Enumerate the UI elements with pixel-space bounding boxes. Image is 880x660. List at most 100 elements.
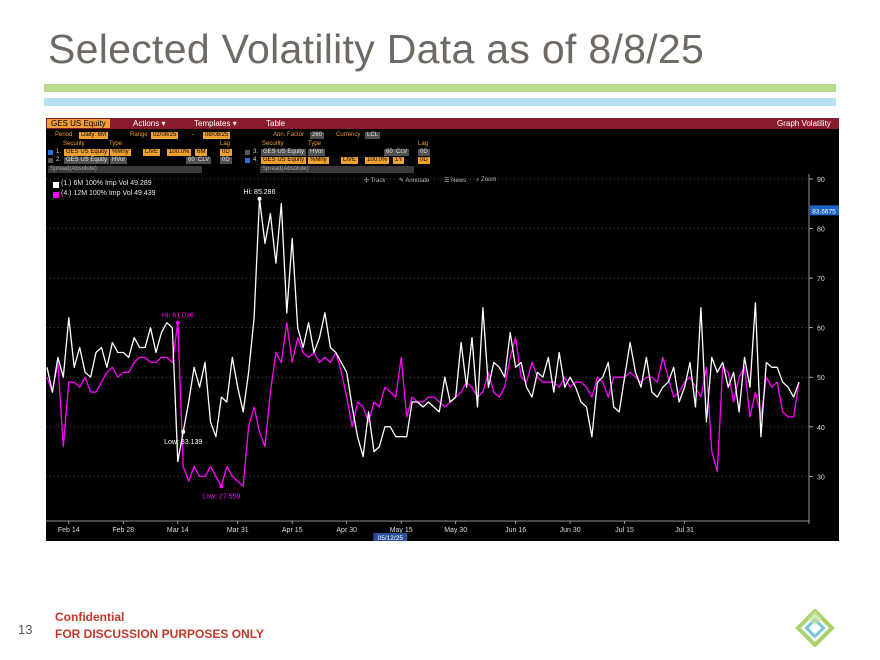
track-tool[interactable]: ✣ Track	[364, 178, 386, 184]
crosshair-date-box	[373, 533, 408, 541]
graph-title: Graph Volatility	[777, 119, 831, 128]
actions-menu[interactable]: Actions ▾	[133, 119, 166, 128]
accent-bar-blue	[44, 98, 836, 106]
range-end-input[interactable]: 08/08/25	[203, 132, 231, 139]
type-header-right: Type	[308, 141, 322, 147]
period-select[interactable]: Daily: 6M	[79, 132, 109, 139]
annotation-label: Low: 27.559	[202, 493, 240, 500]
x-tick-label: Mar 14	[167, 527, 189, 534]
news-icon: ☰	[444, 178, 450, 184]
x-tick-label: May 30	[444, 527, 467, 534]
x-tick-label: Feb 14	[58, 527, 80, 534]
currency-label: Currency	[336, 132, 361, 138]
legend-swatch-series2	[53, 192, 59, 198]
legend-series1: (1.) 6M 100% Imp Vol 49.289	[61, 180, 152, 187]
spread-right-select[interactable]: Spread(Absolute)	[260, 166, 414, 173]
row1-number: 1.	[56, 149, 62, 155]
last-price-tag-label: 83.6675	[812, 208, 836, 215]
row4-percent-input[interactable]: 100.0%	[365, 157, 390, 164]
type-header-left: Type	[109, 141, 123, 147]
legend-swatch-series1	[53, 182, 59, 188]
annotate-tool[interactable]: ✎ Annotate	[399, 178, 430, 184]
row1-lag-select[interactable]: 0D	[220, 149, 232, 156]
volatility-chart[interactable]: 30 40 50 60 70 80 90 Feb 14 Feb 28 Mar 14 Mar 31 Ap…	[46, 118, 839, 541]
row1-percent-input[interactable]: 100.0%	[167, 149, 192, 156]
y-tick-label-30: 30	[817, 474, 825, 481]
chevron-down-icon: ▾	[161, 119, 166, 128]
row3-checkbox[interactable]	[245, 150, 250, 155]
page-number: 13	[18, 622, 33, 637]
row3-security-input[interactable]: GES US Equity	[261, 149, 307, 156]
series-line-2	[46, 322, 800, 487]
security-header-right: Security	[262, 141, 284, 147]
row3-window-input[interactable]: 60	[384, 149, 395, 156]
currency-select[interactable]: LCL	[365, 132, 381, 139]
row1-security-input[interactable]: GES US Equity	[64, 149, 110, 156]
y-tick-label-70: 70	[817, 276, 825, 283]
row2-type-select[interactable]: HVol	[110, 157, 127, 164]
y-tick-label-90: 90	[817, 177, 825, 184]
x-tick-label: Jul 31	[675, 527, 694, 534]
security-header-left: Security	[63, 141, 85, 147]
annotation-marker	[181, 429, 186, 434]
x-tick-label: Jun 16	[505, 527, 526, 534]
row4-checkbox[interactable]	[245, 158, 250, 163]
row4-number: 4.	[253, 157, 259, 163]
zoom-tool[interactable]: ⌕ Zoom	[476, 177, 497, 183]
y-tick-label-50: 50	[817, 375, 825, 382]
row4-source-select[interactable]: LIVE	[341, 157, 359, 164]
y-tick-label-80: 80	[817, 227, 825, 234]
row3-lag-select[interactable]: 0D	[418, 149, 430, 156]
ann-factor-label: Ann. Factor	[273, 132, 305, 138]
row4-type-select[interactable]: %Mny	[308, 157, 329, 164]
row3-type-select[interactable]: HVol	[308, 149, 325, 156]
series-line-1	[46, 198, 800, 463]
news-tool[interactable]: ☰ News	[444, 178, 467, 184]
y-tick-label-40: 40	[817, 425, 825, 432]
annotation-label: Low: 33.139	[164, 439, 202, 446]
row1-source-select[interactable]: LIVE	[143, 149, 161, 156]
pencil-icon: ✎	[399, 178, 405, 184]
row2-security-input[interactable]: GES US Equity	[64, 157, 110, 164]
range-start-input[interactable]: 02/08/25	[151, 132, 179, 139]
row1-tenor-select[interactable]: 6M	[195, 149, 208, 156]
row1-type-select[interactable]: %Mny	[110, 149, 131, 156]
annotation-label: Hi: 61.016	[162, 313, 194, 320]
crosshair-date-label: 05/12/25	[378, 535, 404, 541]
x-tick-label: Feb 28	[112, 527, 134, 534]
terminal-window: GES US Equity Actions ▾ Templates ▾ Tabl…	[46, 118, 839, 541]
accent-bar-green	[44, 84, 836, 92]
y-tick-label-60: 60	[817, 326, 825, 333]
row3-number: 3.	[253, 149, 259, 155]
last-price-tag-box	[810, 205, 839, 216]
x-tick-label: Jun 30	[560, 527, 581, 534]
row1-checkbox[interactable]	[48, 150, 53, 155]
company-logo	[795, 609, 835, 647]
annotation-marker	[257, 196, 262, 201]
ticker-field[interactable]: GES US Equity	[47, 119, 110, 128]
row4-security-input[interactable]: GES US Equity	[261, 157, 307, 164]
range-separator: -	[192, 132, 194, 138]
table-button[interactable]: Table	[266, 119, 286, 128]
row2-source-select[interactable]: CLV	[196, 157, 212, 164]
templates-menu[interactable]: Templates ▾	[194, 119, 237, 128]
row2-window-input[interactable]: 60	[186, 157, 197, 164]
row2-lag-select[interactable]: 0D	[220, 157, 232, 164]
crosshair-icon: ✣	[364, 178, 370, 184]
disclaimer-label: FOR DISCUSSION PURPOSES ONLY	[55, 627, 264, 641]
confidential-label: Confidential	[55, 610, 125, 624]
menu-bar: GES US Equity Actions ▾ Templates ▾ Tabl…	[46, 118, 839, 129]
magnifier-icon: ⌕	[476, 177, 480, 183]
row4-lag-select[interactable]: 0D	[418, 157, 430, 164]
x-tick-label: May 15	[390, 527, 413, 534]
range-label: Range	[130, 132, 148, 138]
spread-left-select[interactable]: Spread(Absolute)	[48, 166, 202, 173]
row2-checkbox[interactable]	[48, 158, 53, 163]
annotation-marker	[219, 484, 224, 489]
row3-source-select[interactable]: CLV	[394, 149, 410, 156]
lag-header-right: Lag	[418, 141, 429, 147]
ann-factor-input[interactable]: 260	[310, 132, 325, 139]
x-tick-label: Jul 15	[615, 527, 634, 534]
row4-tenor-select[interactable]: 1Y	[393, 157, 405, 164]
annotation-marker	[175, 320, 180, 325]
